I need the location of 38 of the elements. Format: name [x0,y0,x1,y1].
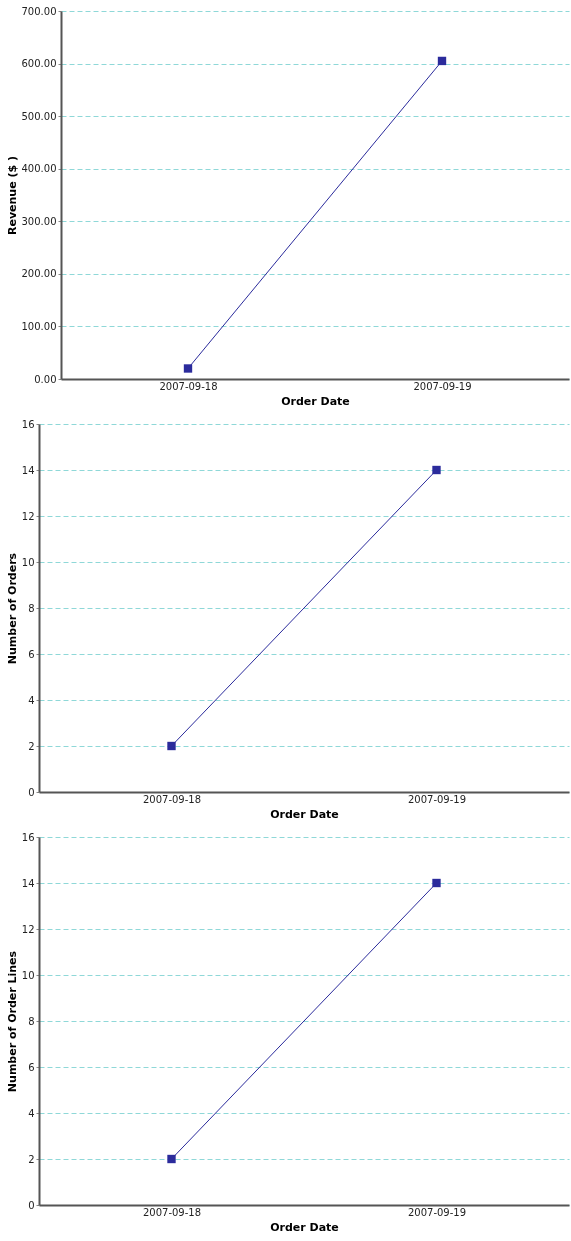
y-tick-label: 12 [21,923,35,935]
y-tick-label: 400.00 [21,163,57,175]
y-tick-label: 2 [28,740,35,752]
x-tick-label: 2007-09-19 [413,380,472,392]
y-tick-label: 0.00 [34,373,57,385]
y-tick-label: 0 [28,1199,35,1211]
y-tick-label: 14 [21,877,35,889]
x-tick-label: 2007-09-19 [407,793,467,805]
y-tick-label: 6 [28,648,35,660]
x-tick-label: 2007-09-19 [407,1206,467,1218]
y-tick-label: 8 [28,1015,35,1027]
y-tick-label: 8 [28,602,35,614]
y-axis-title: Revenue ($ ) [5,155,19,236]
y-tick-label: 200.00 [21,268,57,280]
x-axis-title: Order Date [270,1220,339,1234]
y-tick-label: 600.00 [21,58,57,70]
y-tick-label: 4 [28,1107,35,1119]
y-tick-label: 2 [28,1153,35,1165]
y-tick-label: 4 [28,694,35,706]
x-axis-title: Order Date [281,394,350,408]
y-tick-label: 14 [21,464,35,476]
x-tick-label: 2007-09-18 [142,793,202,805]
x-tick-label: 2007-09-18 [159,380,218,392]
y-tick-label: 10 [21,969,35,981]
y-tick-label: 6 [28,1061,35,1073]
y-tick-label: 0 [28,786,35,798]
y-tick-label: 700.00 [21,5,57,17]
y-tick-label: 12 [21,510,35,522]
y-axis-title: Number of Order Lines [5,950,19,1093]
x-tick-label: 2007-09-18 [142,1206,202,1218]
y-tick-label: 300.00 [21,215,57,227]
y-tick-label: 16 [21,418,35,430]
x-axis-title: Order Date [270,807,339,821]
y-tick-label: 100.00 [21,320,57,332]
y-tick-label: 500.00 [21,110,57,122]
y-axis-title: Number of Orders [5,552,19,665]
y-tick-label: 10 [21,556,35,568]
y-tick-label: 16 [21,831,35,843]
